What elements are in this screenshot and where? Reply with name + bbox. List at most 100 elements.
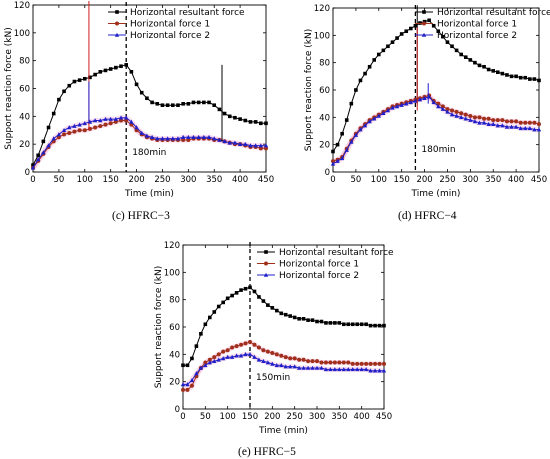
data-point <box>477 120 482 125</box>
data-point <box>203 362 208 368</box>
data-point <box>395 36 399 40</box>
data-point <box>191 134 196 140</box>
data-point <box>221 356 226 361</box>
data-point <box>459 52 463 57</box>
data-point <box>372 368 378 373</box>
y-tick-label: 100 <box>14 29 30 39</box>
x-tick-label: 300 <box>309 412 325 422</box>
x-tick-label: 300 <box>180 175 196 185</box>
series-force-2 <box>180 352 387 387</box>
data-point <box>189 383 194 388</box>
data-point <box>358 127 363 132</box>
data-point <box>190 356 194 361</box>
y-tick-label: 0 <box>175 405 180 415</box>
data-point <box>297 317 301 321</box>
series-force-1 <box>181 340 386 392</box>
data-point <box>376 52 381 57</box>
data-point <box>256 357 262 362</box>
data-point <box>252 354 257 359</box>
data-point <box>253 120 258 124</box>
data-point <box>328 367 333 372</box>
data-point <box>288 314 292 318</box>
data-point <box>149 134 155 140</box>
data-point <box>417 97 423 102</box>
data-point <box>150 100 154 105</box>
data-point <box>518 125 523 131</box>
y-tick-label: 40 <box>19 112 30 122</box>
y-tick-label: 100 <box>314 31 330 41</box>
data-point <box>113 116 119 121</box>
data-point <box>350 367 355 372</box>
legend: Horizontal resultant force Horizontal for… <box>108 8 245 41</box>
data-point <box>288 356 293 361</box>
data-point <box>368 361 373 366</box>
y-tick-label: 60 <box>19 85 30 95</box>
data-point <box>458 115 464 120</box>
data-point <box>239 342 244 347</box>
y-tick-label: 40 <box>319 113 330 123</box>
data-point <box>207 357 212 362</box>
data-point <box>368 368 373 373</box>
data-point <box>315 359 319 364</box>
legend-marker <box>115 21 119 26</box>
data-point <box>248 340 252 345</box>
x-tick-label: 450 <box>258 175 274 185</box>
data-point <box>185 382 190 387</box>
data-point <box>51 111 56 116</box>
data-point <box>509 124 514 129</box>
data-point <box>234 291 239 295</box>
series-force-2 <box>330 94 542 166</box>
data-point <box>532 127 537 132</box>
data-point <box>306 359 311 364</box>
data-point <box>399 102 404 107</box>
x-tick-label: 350 <box>485 175 501 185</box>
legend-label: Horizontal force 1 <box>279 260 359 270</box>
data-point <box>82 76 87 81</box>
data-point <box>196 134 201 140</box>
data-point <box>373 323 377 328</box>
data-point <box>274 362 279 368</box>
data-point <box>346 322 351 327</box>
data-point <box>207 360 212 365</box>
data-point <box>103 116 108 121</box>
data-point <box>261 358 266 363</box>
y-tick-label: 80 <box>169 296 180 306</box>
data-point <box>46 125 51 130</box>
data-point <box>445 107 450 112</box>
data-point <box>504 124 510 129</box>
data-point <box>165 103 170 107</box>
chart-caption: (d) HFRC−4 <box>398 210 457 222</box>
x-tick-label: 350 <box>331 412 347 422</box>
x-tick-label: 250 <box>154 175 170 185</box>
data-point <box>238 117 242 121</box>
data-point <box>196 100 201 105</box>
chart-hfrc4: 0 50 100 150 200 250 300 350 400 450 0 20 40 60 80 100 1… <box>304 4 550 222</box>
data-point <box>279 311 284 316</box>
data-point <box>189 378 195 383</box>
series-line <box>32 64 266 166</box>
data-point <box>225 296 230 301</box>
data-point <box>450 108 455 113</box>
data-point <box>67 83 72 88</box>
data-point <box>468 117 473 122</box>
data-point <box>527 120 532 125</box>
data-point <box>248 285 252 290</box>
data-point <box>344 147 349 152</box>
data-point <box>477 63 482 68</box>
x-tick-label: 200 <box>128 175 144 185</box>
y-axis-title: Support reaction force (kN) <box>304 29 314 152</box>
data-point <box>288 364 293 369</box>
data-point <box>257 295 261 299</box>
data-point <box>82 128 87 133</box>
data-point <box>57 97 61 102</box>
data-point <box>212 355 217 360</box>
data-point <box>409 26 413 31</box>
data-point <box>160 103 165 107</box>
data-point <box>77 128 82 133</box>
data-point <box>310 359 315 364</box>
data-point <box>340 131 344 136</box>
data-point <box>292 364 297 369</box>
data-point <box>454 48 459 53</box>
data-point <box>381 368 387 373</box>
data-point <box>441 34 445 39</box>
